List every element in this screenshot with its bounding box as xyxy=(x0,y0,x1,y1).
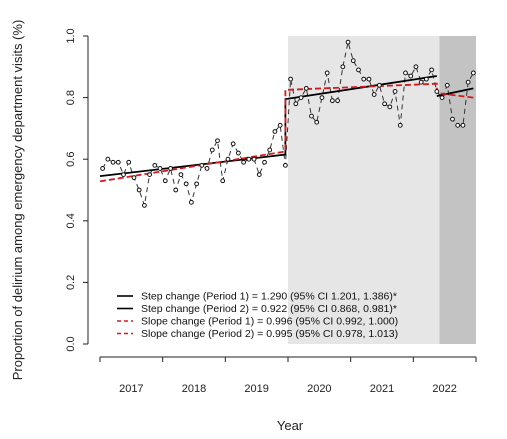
data-point xyxy=(246,156,252,162)
data-point xyxy=(136,187,142,193)
data-point xyxy=(199,162,205,168)
data-point xyxy=(173,187,179,193)
y-axis-title: Proportion of delirium among emergency d… xyxy=(10,20,25,381)
data-point xyxy=(277,122,283,128)
data-point xyxy=(288,76,294,82)
data-point xyxy=(418,79,424,85)
data-point xyxy=(215,138,220,144)
data-point xyxy=(141,203,147,208)
y-tick-label: 0.6 xyxy=(65,152,77,167)
data-point xyxy=(470,70,476,76)
data-point xyxy=(298,95,304,100)
data-point xyxy=(429,67,435,73)
x-tick-label: 2020 xyxy=(307,383,331,395)
data-point xyxy=(188,199,194,205)
data-point xyxy=(194,181,200,187)
data-point xyxy=(293,101,299,107)
series-line-1 xyxy=(436,87,474,97)
y-tick-label: 0.0 xyxy=(65,336,77,351)
data-point xyxy=(382,101,388,107)
data-point xyxy=(403,70,408,76)
data-point xyxy=(309,113,314,119)
data-point xyxy=(100,166,106,171)
data-point xyxy=(303,85,309,91)
data-point xyxy=(356,67,361,73)
data-point xyxy=(460,122,466,128)
data-point xyxy=(408,73,414,79)
data-point xyxy=(282,162,288,168)
data-point xyxy=(465,79,471,85)
data-point xyxy=(183,181,189,187)
data-point xyxy=(329,98,335,104)
data-point xyxy=(434,89,440,94)
data-point xyxy=(439,95,445,100)
x-tick-label: 2017 xyxy=(119,383,143,395)
data-point xyxy=(147,172,153,178)
x-axis-title: Year xyxy=(277,418,304,433)
data-point xyxy=(450,116,455,122)
data-point xyxy=(413,64,419,70)
legend-label-4: Slope change (Period 2) = 0.995 (95% CI … xyxy=(141,328,398,340)
data-point xyxy=(392,89,398,94)
period-band-2 xyxy=(439,36,476,344)
data-point xyxy=(204,166,210,171)
data-point xyxy=(131,175,137,181)
data-point xyxy=(230,141,236,147)
data-point xyxy=(444,82,450,88)
observed-points xyxy=(100,39,476,208)
data-point xyxy=(335,98,341,104)
data-point xyxy=(110,159,116,165)
axes: 0.0 0.2 0.4 0.6 0.8 1.0 2017 2018 2019 2020 2021 20… xyxy=(65,28,477,395)
data-point xyxy=(162,178,168,184)
data-point xyxy=(319,95,325,100)
data-point xyxy=(361,76,367,82)
data-point xyxy=(366,76,372,82)
series-line-3 xyxy=(99,82,474,183)
data-point xyxy=(272,129,278,134)
data-point xyxy=(267,147,273,153)
data-point xyxy=(345,39,351,45)
data-point xyxy=(251,156,257,162)
y-tick-label: 1.0 xyxy=(65,28,77,43)
x-tick-label: 2019 xyxy=(244,383,268,395)
y-tick-label: 0.4 xyxy=(65,213,77,228)
x-tick-label: 2018 xyxy=(182,383,206,395)
legend-label-3: Slope change (Period 1) = 0.996 (95% CI … xyxy=(141,316,398,328)
data-point xyxy=(235,150,241,156)
data-point xyxy=(350,58,356,64)
data-point xyxy=(105,156,111,162)
data-point xyxy=(115,159,121,165)
data-point xyxy=(455,122,461,128)
data-point xyxy=(225,156,231,162)
data-point xyxy=(157,166,163,171)
x-tick-label: 2022 xyxy=(432,383,456,395)
data-point xyxy=(423,76,429,82)
x-tick-label: 2021 xyxy=(370,383,394,395)
data-point xyxy=(209,147,215,153)
y-tick-label: 0.8 xyxy=(65,90,77,105)
data-point xyxy=(178,172,184,178)
legend-label-1: Step change (Period 1) = 1.290 (95% CI 1… xyxy=(141,291,397,303)
data-point xyxy=(340,64,346,70)
data-point xyxy=(220,178,226,184)
data-point xyxy=(152,162,158,168)
data-point xyxy=(324,70,330,76)
data-point xyxy=(262,159,267,165)
legend: Step change (Period 1) = 1.290 (95% CI 1… xyxy=(117,291,398,340)
data-point xyxy=(387,104,393,110)
data-point xyxy=(241,159,247,165)
legend-label-2: Step change (Period 2) = 0.922 (95% CI 0… xyxy=(141,303,397,315)
data-point xyxy=(376,82,382,88)
data-point xyxy=(397,122,403,128)
data-point xyxy=(371,92,377,97)
y-tick-label: 0.2 xyxy=(65,275,77,290)
data-point xyxy=(126,159,132,165)
data-point xyxy=(256,172,262,178)
data-point xyxy=(121,172,126,178)
data-point xyxy=(168,166,173,171)
data-point xyxy=(314,119,320,125)
